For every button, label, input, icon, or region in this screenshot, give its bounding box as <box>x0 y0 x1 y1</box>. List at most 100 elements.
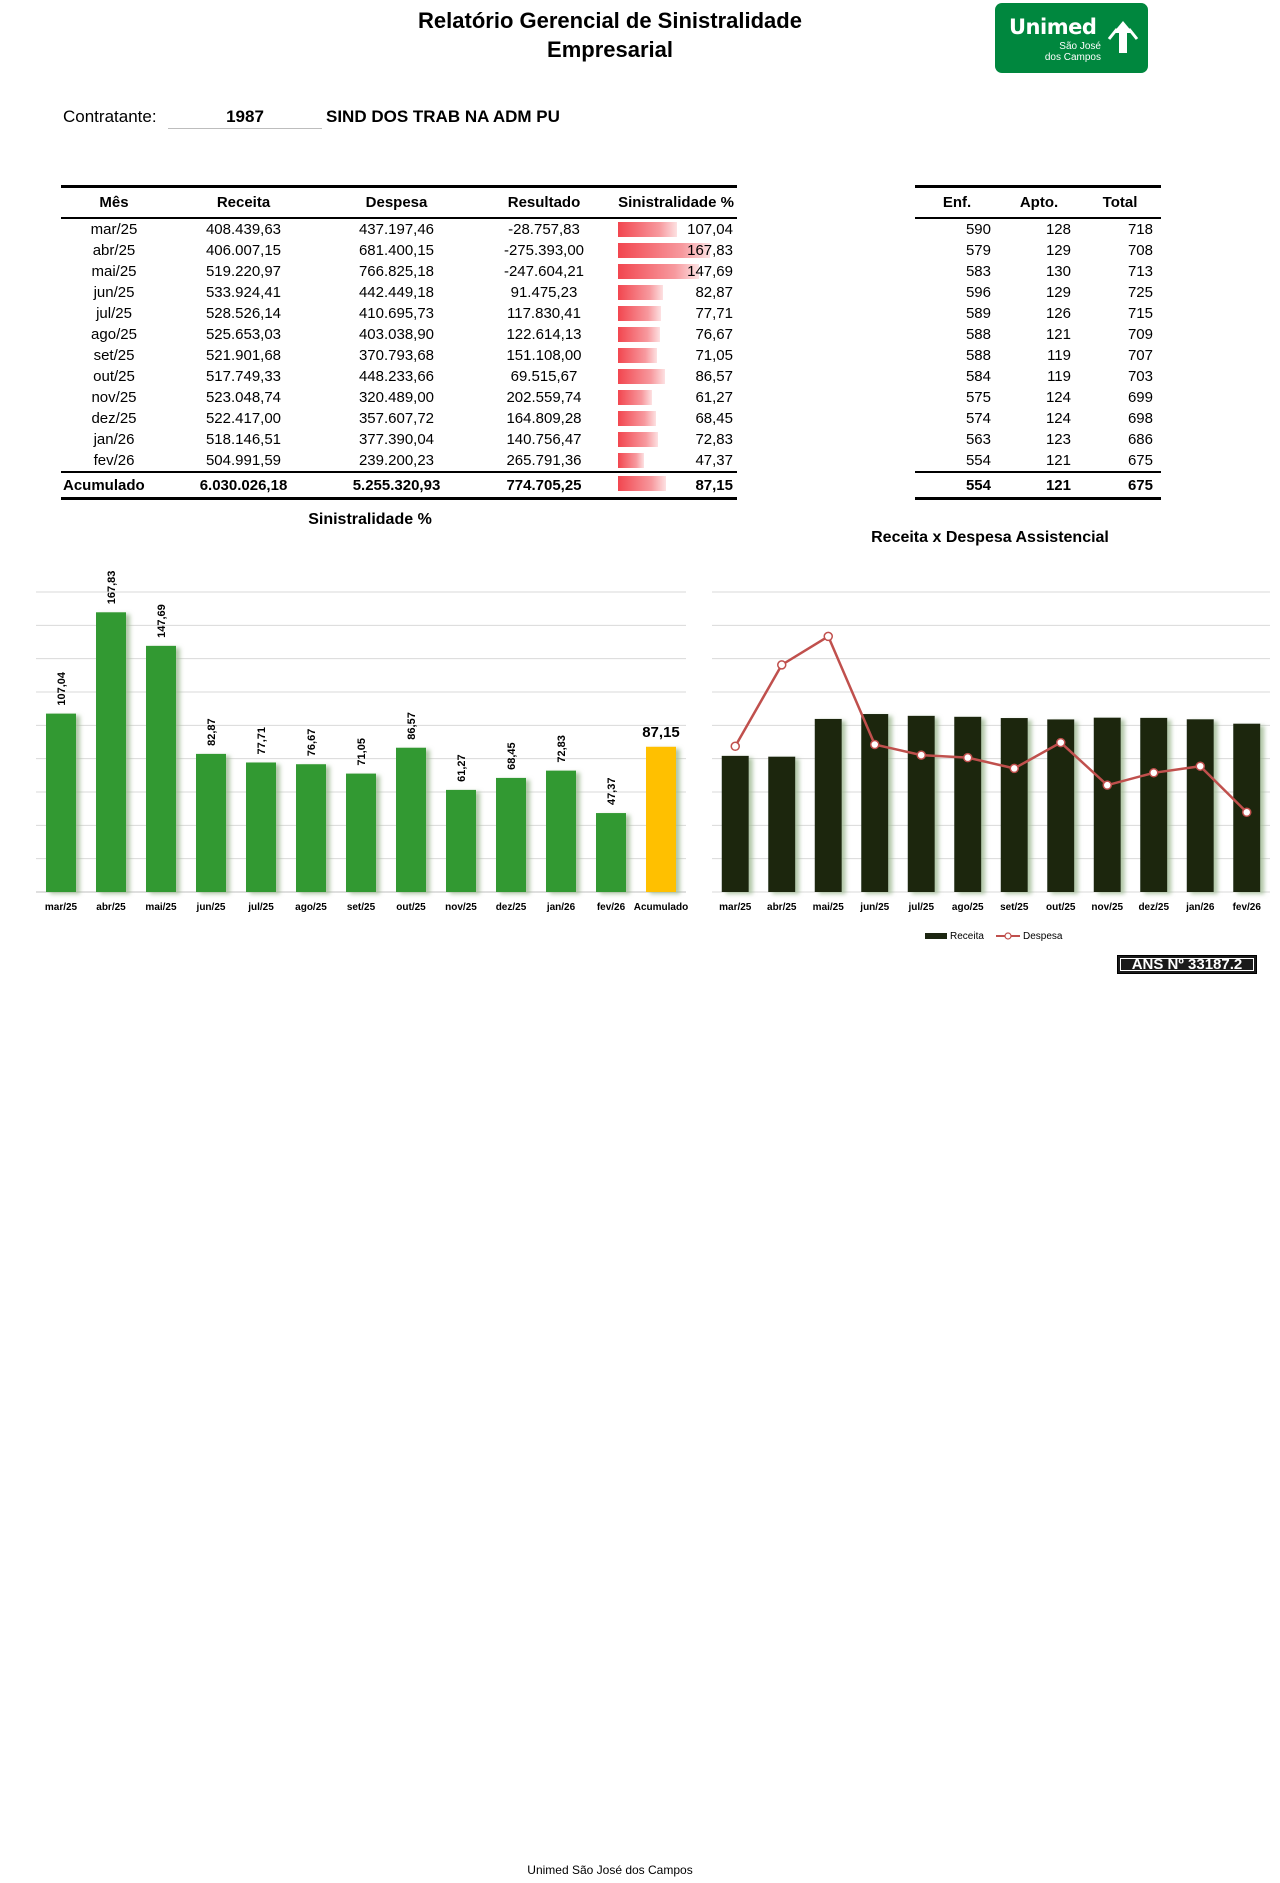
receita-bar <box>1140 717 1168 892</box>
x-tick-label: nov/25 <box>1091 902 1123 913</box>
table-row: mai/25 519.220,97 766.825,18 -247.604,21 147… <box>61 261 737 282</box>
despesa-point <box>823 631 833 642</box>
cell-despesa: 370.793,68 <box>358 347 435 364</box>
sinistralidade-value: 71,05 <box>695 347 733 364</box>
contratante-name: SIND DOS TRAB NA ADM PU <box>326 107 560 126</box>
sinistralidade-databar <box>618 306 661 321</box>
bar-value-label: 77,71 <box>256 727 268 755</box>
table-row: out/25 517.749,33 448.233,66 69.515,67 86,57 <box>61 366 737 387</box>
bar <box>346 773 376 892</box>
cell-resultado: 265.791,36 <box>506 452 582 469</box>
cell-mes: set/25 <box>93 347 135 364</box>
bar <box>546 770 576 892</box>
cell-apto: 128 <box>1045 221 1071 238</box>
cell-sinistralidade: 82,87 <box>615 282 737 303</box>
table-row: 574 124 698 <box>915 408 1161 429</box>
sinistralidade-databar <box>618 264 699 279</box>
despesa-point <box>963 752 973 763</box>
x-tick-label: nov/25 <box>445 902 477 913</box>
cell-apto: 119 <box>1047 347 1071 364</box>
sinistralidade-value: 147,69 <box>687 263 733 280</box>
x-tick-label: ago/25 <box>952 902 984 913</box>
contratante-label: Contratante: <box>63 107 157 126</box>
cell-mes: out/25 <box>93 368 135 385</box>
cell-enf: 579 <box>965 242 991 259</box>
x-tick-label: fev/26 <box>597 902 626 913</box>
sinistralidade-chart-title: Sinistralidade % <box>308 511 432 528</box>
cell-apto: 124 <box>1045 410 1071 427</box>
col-despesa: Despesa <box>320 185 473 219</box>
cell-apto: 129 <box>1045 242 1071 259</box>
cell-sinistralidade: 77,71 <box>615 303 737 324</box>
x-tick-label: jan/26 <box>1185 902 1215 913</box>
cell-receita: 518.146,51 <box>205 431 282 448</box>
cell-despesa: 377.390,04 <box>358 431 435 448</box>
despesa-point <box>1242 807 1252 818</box>
bar <box>646 746 676 892</box>
unimed-logo: Unimed São José dos Campos <box>995 3 1148 73</box>
cell-resultado: 140.756,47 <box>506 431 582 448</box>
table-row: 575 124 699 <box>915 387 1161 408</box>
bar <box>246 762 276 892</box>
cell-apto: 121 <box>999 471 1079 500</box>
cell-apto: 126 <box>1045 305 1071 322</box>
bar <box>596 813 626 892</box>
cell-enf: 583 <box>965 263 991 280</box>
cell-enf: 554 <box>965 452 991 469</box>
cell-enf: 588 <box>965 326 991 343</box>
cell-despesa: 320.489,00 <box>358 389 435 406</box>
sinistralidade-value: 107,04 <box>687 221 733 238</box>
sinistralidade-databar <box>618 476 666 491</box>
cell-total: 707 <box>1127 347 1153 364</box>
col-sinistralidade: Sinistralidade % <box>615 185 737 219</box>
cell-receita: 521.901,68 <box>205 347 282 364</box>
cell-mes: mar/25 <box>90 221 138 238</box>
beneficiaries-table-header: Enf. Apto. Total <box>915 185 1161 219</box>
cell-total: 675 <box>1079 471 1161 500</box>
cell-receita: 504.991,59 <box>205 452 282 469</box>
cell-total: 713 <box>1127 263 1153 280</box>
bar <box>396 747 426 892</box>
bar-value-label: 167,83 <box>106 571 118 605</box>
bar-value-label: 107,04 <box>56 671 68 706</box>
cell-enf: 563 <box>965 431 991 448</box>
cell-enf: 589 <box>965 305 991 322</box>
cell-sinistralidade: 86,57 <box>615 366 737 387</box>
receita-bar <box>1000 718 1028 892</box>
cell-total: 698 <box>1127 410 1153 427</box>
cell-mes: Acumulado <box>61 471 167 500</box>
cell-resultado: 151.108,00 <box>506 347 582 364</box>
cell-sinistralidade: 87,15 <box>615 471 737 500</box>
despesa-point <box>730 741 740 752</box>
sinistralidade-databar <box>618 327 661 342</box>
sinistralidade-value: 82,87 <box>695 284 733 301</box>
cell-mes: nov/25 <box>91 389 137 406</box>
x-tick-label: dez/25 <box>1138 902 1169 913</box>
receita-despesa-chart: mar/25 abr/25 mai/25 jun/25 jul/25 ago/25 set/… <box>712 591 1270 942</box>
results-table-header: Mês Receita Despesa Resultado Sinistrali… <box>61 185 737 219</box>
x-tick-label: Acumulado <box>634 902 688 913</box>
bar-value-label: 47,37 <box>606 778 618 806</box>
col-apto: Apto. <box>999 185 1079 219</box>
cell-enf: 588 <box>965 347 991 364</box>
cell-apto: 130 <box>1045 263 1071 280</box>
table-row: mar/25 408.439,63 437.197,46 -28.757,83 107,… <box>61 218 737 240</box>
x-tick-label: abr/25 <box>767 902 797 913</box>
bar-value-label: 72,83 <box>556 735 568 763</box>
sinistralidade-databar <box>618 390 652 405</box>
cell-receita: 519.220,97 <box>205 263 282 280</box>
table-row: 584 119 703 <box>915 366 1161 387</box>
logo-subtitle: São José dos Campos <box>1011 41 1101 63</box>
legend-receita-swatch <box>925 933 947 939</box>
bar-value-label: 147,69 <box>156 604 168 638</box>
col-mes: Mês <box>61 185 167 219</box>
logo-sub2: dos Campos <box>1044 52 1101 63</box>
report-title-line2: Empresarial <box>547 37 673 62</box>
x-tick-label: set/25 <box>1000 902 1029 913</box>
cell-apto: 129 <box>1045 284 1071 301</box>
contratante-code: 1987 <box>168 107 322 129</box>
sinistralidade-databar <box>618 411 656 426</box>
table-row: abr/25 406.007,15 681.400,15 -275.393,00 167… <box>61 240 737 261</box>
cell-mes: jan/26 <box>93 431 135 448</box>
beneficiaries-table: Enf. Apto. Total 590 128 718 579 129 708 583 13… <box>915 185 1161 500</box>
